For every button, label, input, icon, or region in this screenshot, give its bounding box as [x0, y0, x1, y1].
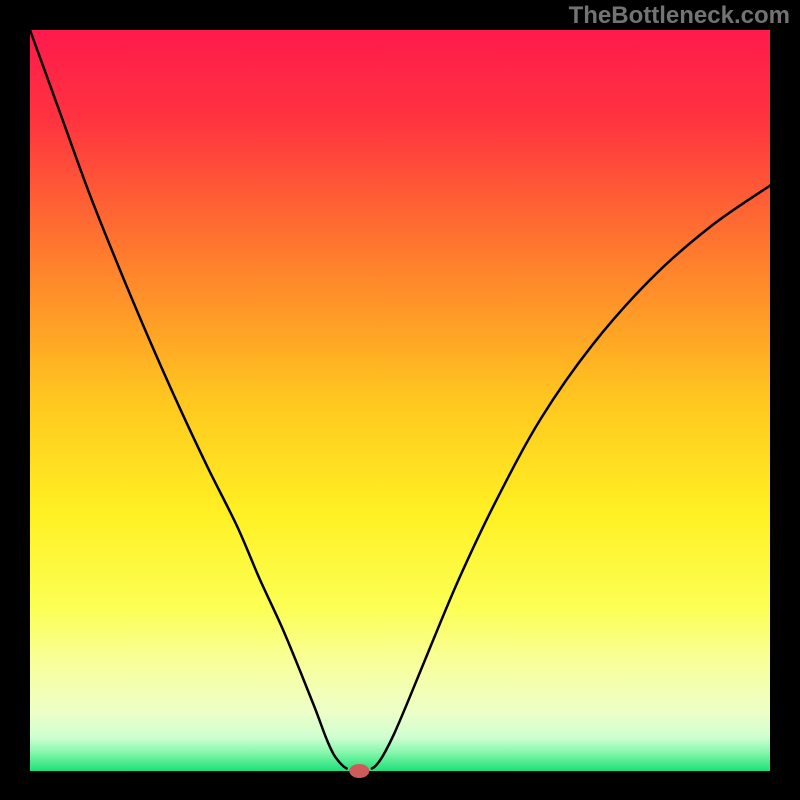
bottleneck-chart	[0, 0, 800, 800]
chart-container: TheBottleneck.com	[0, 0, 800, 800]
plot-background	[30, 30, 770, 771]
watermark-text: TheBottleneck.com	[569, 2, 790, 30]
bottleneck-marker	[349, 764, 369, 778]
